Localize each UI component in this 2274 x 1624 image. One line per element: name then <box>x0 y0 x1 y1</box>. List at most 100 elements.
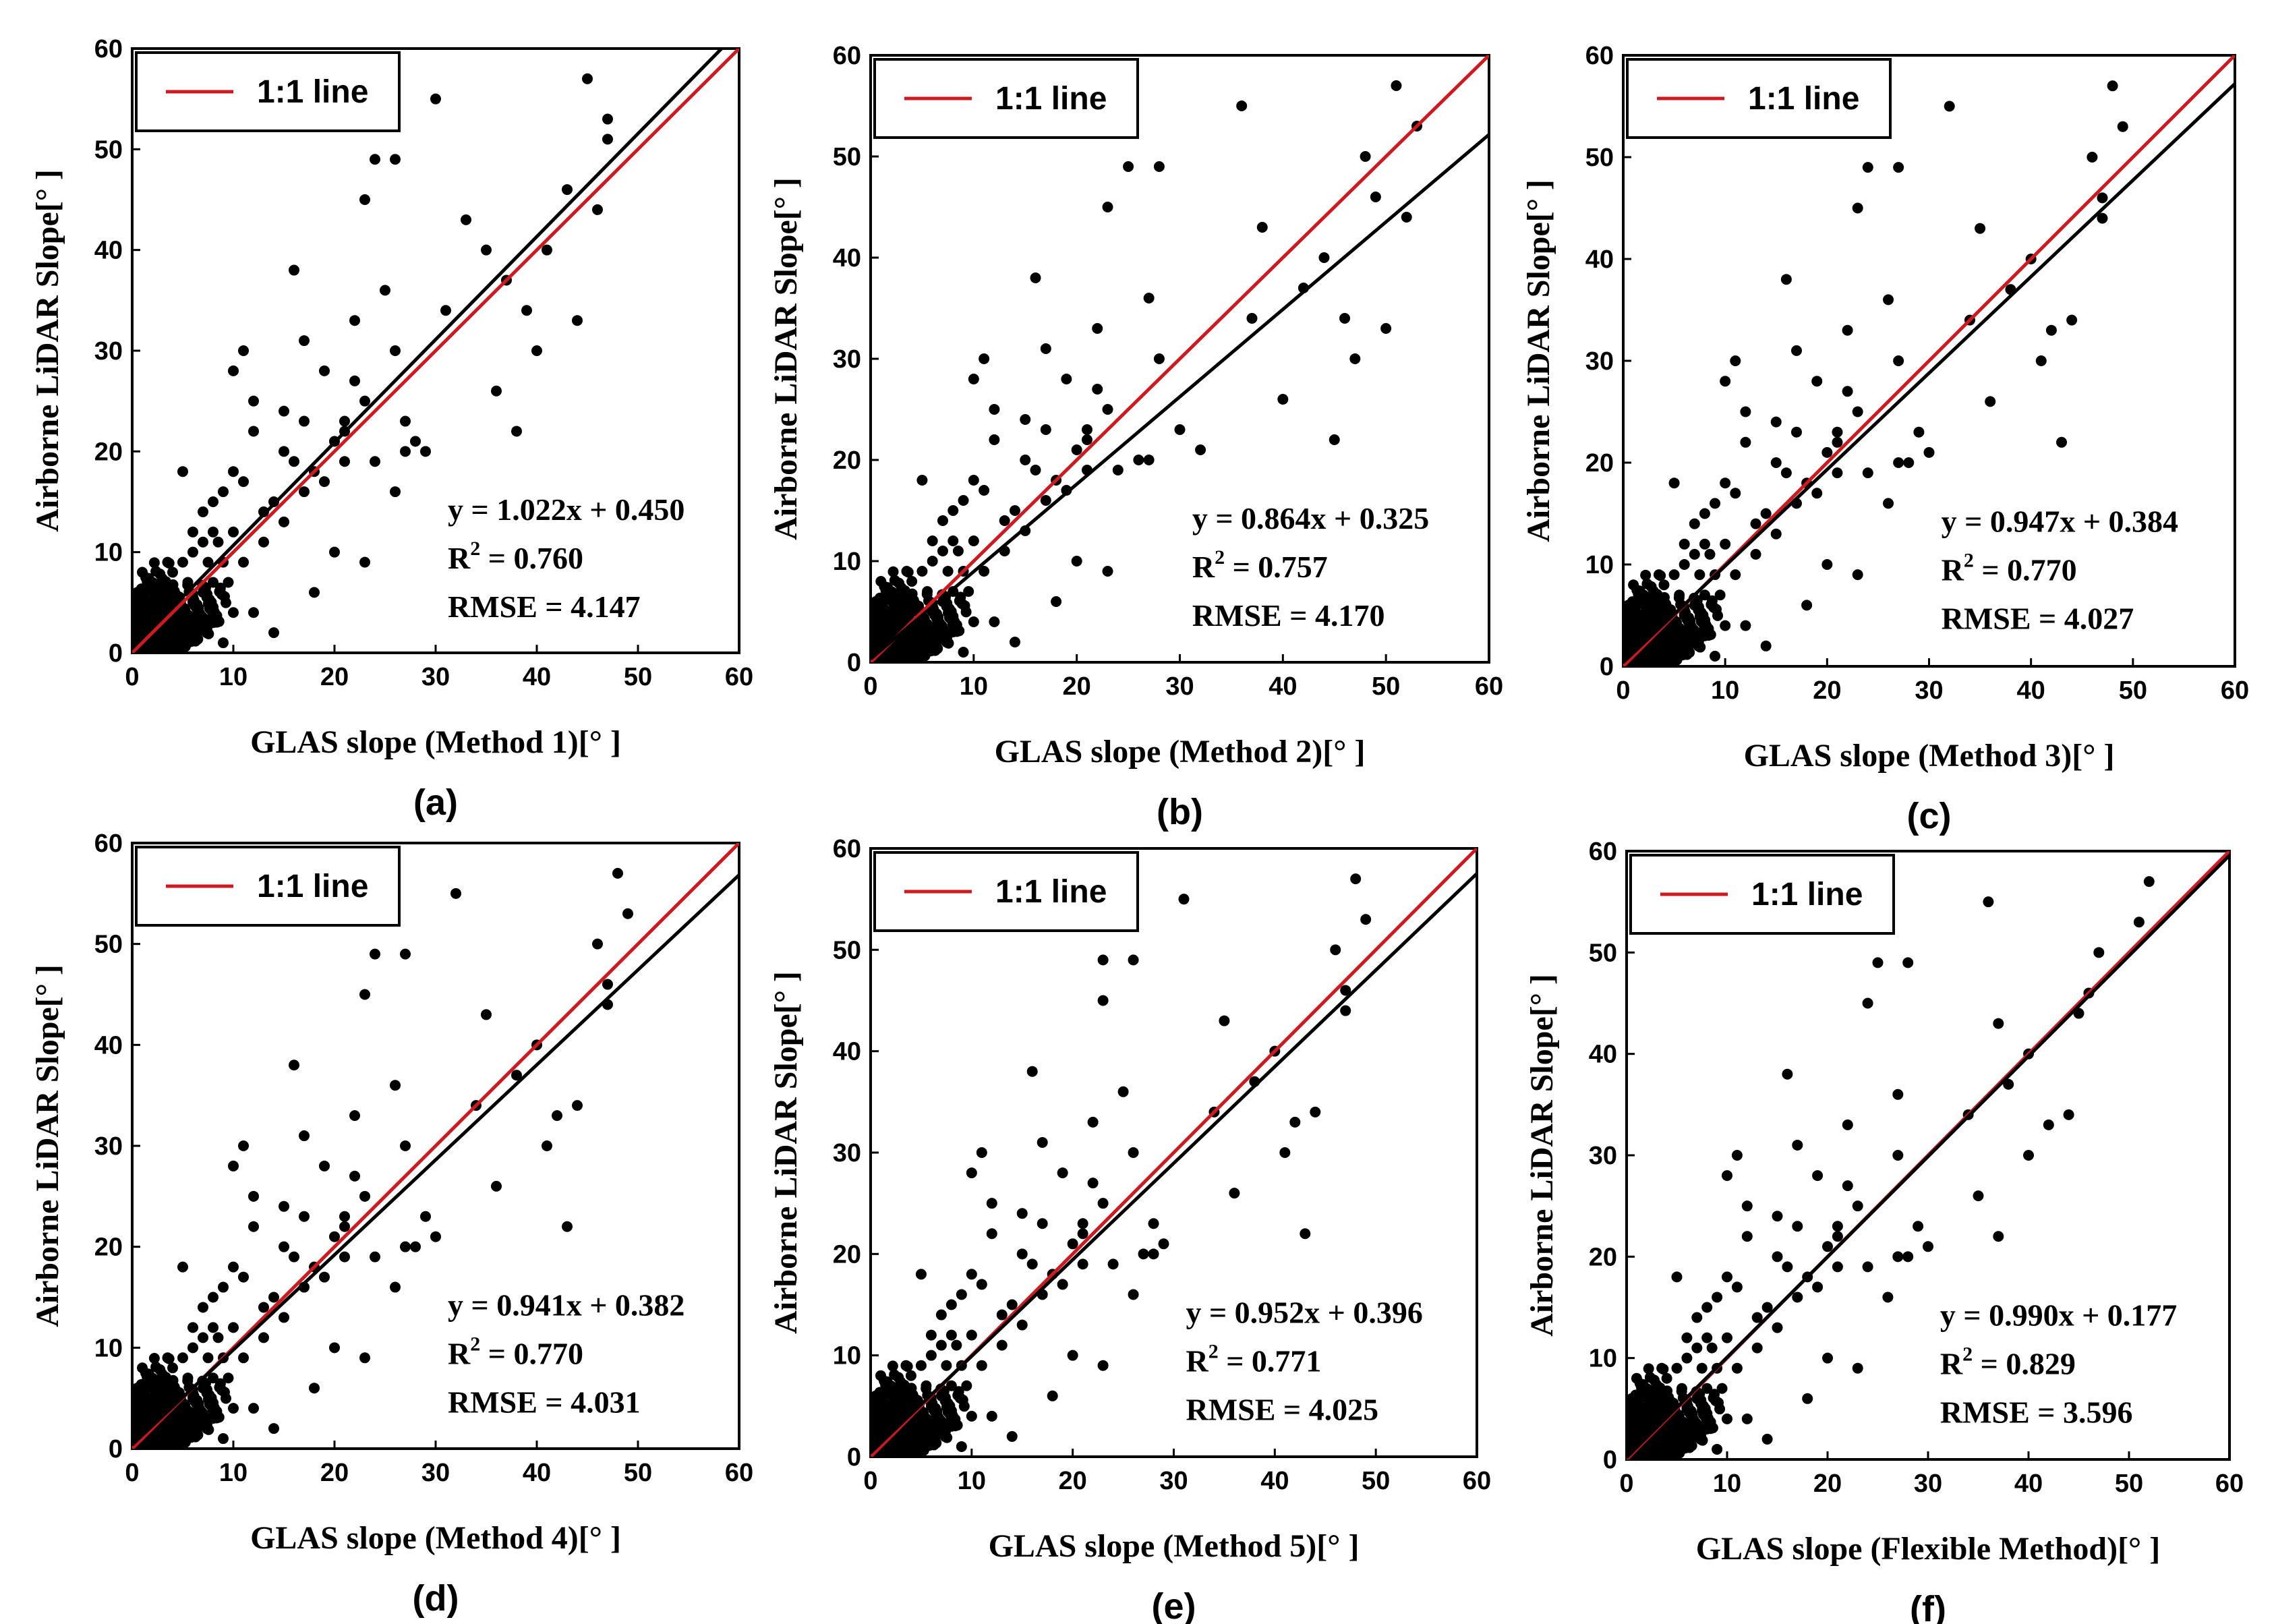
x-tick-label: 10 <box>1711 676 1739 705</box>
data-point <box>1097 954 1109 966</box>
cluster-point <box>957 1394 968 1405</box>
y-tick-label: 20 <box>833 1240 861 1269</box>
regression-equation: y = 0.990x + 0.177 <box>1940 1298 2177 1333</box>
cluster-point <box>208 1397 219 1409</box>
data-point <box>1329 434 1340 445</box>
data-point <box>1681 1433 1693 1445</box>
data-point <box>1668 569 1680 581</box>
data-point <box>2063 1109 2074 1120</box>
data-point <box>177 466 188 477</box>
data-point <box>1892 1150 1904 1161</box>
data-point <box>572 315 583 326</box>
cluster-point <box>885 1390 897 1401</box>
plot-area <box>1627 851 2229 1459</box>
x-tick-label: 30 <box>1165 672 1194 701</box>
data-point <box>137 1362 148 1374</box>
data-point <box>1077 1258 1088 1270</box>
cluster-point <box>935 625 946 636</box>
data-point <box>2023 1150 2034 1161</box>
rmse: RMSE = 4.147 <box>448 589 641 624</box>
data-point <box>1862 162 1873 173</box>
data-point <box>1071 556 1082 567</box>
data-point <box>1790 426 1802 438</box>
r-squared: R2 = 0.770 <box>1942 550 2077 587</box>
cluster-point <box>1713 1397 1724 1408</box>
x-tick-label: 40 <box>523 663 551 691</box>
data-point <box>1061 374 1072 384</box>
data-point <box>177 1352 188 1364</box>
data-point <box>228 466 239 477</box>
data-point <box>2097 192 2108 204</box>
data-point <box>989 404 1000 415</box>
data-point <box>208 1372 218 1384</box>
data-point <box>198 1383 208 1394</box>
data-point <box>1714 589 1726 601</box>
data-point <box>927 556 938 567</box>
cluster-point <box>1641 1393 1653 1404</box>
y-tick-label: 30 <box>94 1132 123 1161</box>
data-point <box>258 1302 269 1313</box>
cluster-point <box>187 619 198 631</box>
y-axis-label: Airborne LiDAR Slope[° ] <box>30 964 65 1327</box>
data-point <box>1770 416 1782 428</box>
data-point <box>1128 1147 1139 1158</box>
data-point <box>1684 620 1695 631</box>
data-point <box>359 395 370 407</box>
cluster-point <box>154 569 166 580</box>
data-point <box>937 546 948 556</box>
data-point <box>999 515 1010 526</box>
data-point <box>1802 1393 1813 1404</box>
data-point <box>137 567 148 578</box>
data-point <box>1661 1439 1672 1450</box>
panel-label: (d) <box>413 1578 459 1619</box>
data-point <box>1349 353 1361 364</box>
data-point <box>279 1312 289 1323</box>
data-point <box>931 1410 942 1422</box>
data-point <box>521 305 532 316</box>
data-point <box>1123 161 1134 172</box>
x-tick-label: 10 <box>1713 1470 1741 1498</box>
data-point <box>542 244 552 256</box>
data-point <box>996 1309 1008 1321</box>
data-point <box>996 1339 1008 1351</box>
data-point <box>1030 465 1041 475</box>
data-point <box>1633 630 1644 641</box>
data-point <box>167 1428 178 1439</box>
data-point <box>1821 559 1833 570</box>
y-tick-label: 60 <box>833 835 861 863</box>
data-point <box>137 1393 148 1404</box>
data-point <box>299 335 310 347</box>
data-point <box>2035 355 2047 366</box>
data-point <box>1706 1342 1718 1354</box>
cluster-point <box>916 1430 927 1441</box>
identity-line <box>132 49 739 653</box>
x-tick-label: 30 <box>421 663 450 691</box>
r-squared: R2 = 0.757 <box>1192 546 1328 584</box>
data-point <box>1710 498 1721 509</box>
data-point <box>1699 630 1710 641</box>
cluster-point <box>214 582 226 593</box>
data-point <box>1741 1231 1753 1242</box>
data-point <box>989 616 1000 627</box>
data-point <box>218 1433 229 1445</box>
data-point <box>1832 1221 1843 1232</box>
data-point <box>572 1100 583 1111</box>
data-point <box>1780 274 1792 285</box>
data-point <box>1842 386 1853 397</box>
data-point <box>1720 376 1731 387</box>
data-point <box>359 556 370 568</box>
data-point <box>491 385 502 397</box>
y-tick-label: 0 <box>109 639 123 668</box>
data-point <box>1761 1433 1773 1445</box>
data-point <box>1913 426 1925 438</box>
data-point <box>2087 152 2098 163</box>
data-point <box>906 627 918 637</box>
data-point <box>1030 272 1041 283</box>
data-point <box>1081 424 1092 435</box>
data-point <box>1340 1005 1351 1016</box>
data-point <box>1882 1292 1894 1303</box>
rmse: RMSE = 4.027 <box>1942 602 2134 636</box>
data-point <box>1153 353 1165 364</box>
data-point <box>218 486 229 498</box>
data-point <box>875 1400 886 1412</box>
